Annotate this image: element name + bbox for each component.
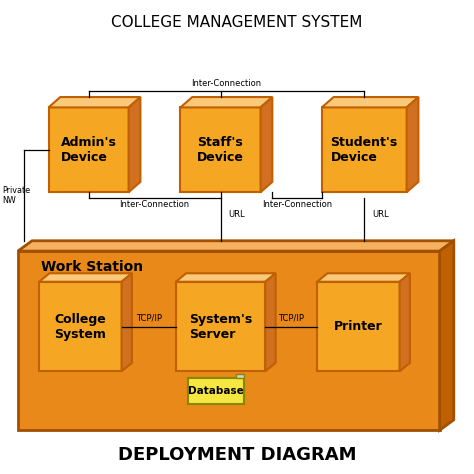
- Polygon shape: [322, 97, 419, 108]
- Text: Inter-Connection: Inter-Connection: [262, 200, 332, 209]
- Polygon shape: [121, 273, 132, 371]
- Text: System's
Server: System's Server: [189, 312, 252, 340]
- Polygon shape: [439, 241, 454, 430]
- Text: URL: URL: [372, 210, 388, 219]
- Polygon shape: [48, 97, 140, 108]
- Text: DEPLOYMENT DIAGRAM: DEPLOYMENT DIAGRAM: [118, 446, 356, 464]
- Text: Inter-Connection: Inter-Connection: [119, 200, 190, 209]
- Polygon shape: [188, 378, 244, 404]
- Polygon shape: [261, 97, 273, 192]
- Polygon shape: [181, 108, 261, 192]
- Polygon shape: [317, 282, 400, 371]
- Polygon shape: [322, 108, 407, 192]
- Text: URL: URL: [228, 210, 245, 219]
- Polygon shape: [128, 97, 140, 192]
- Text: Database: Database: [188, 386, 244, 396]
- Polygon shape: [18, 241, 454, 251]
- Text: Private
NW: Private NW: [2, 186, 30, 205]
- Polygon shape: [265, 273, 276, 371]
- Polygon shape: [236, 374, 244, 378]
- Text: Work Station: Work Station: [41, 260, 144, 273]
- Polygon shape: [18, 251, 439, 430]
- Polygon shape: [39, 282, 121, 371]
- Polygon shape: [181, 97, 273, 108]
- Polygon shape: [400, 273, 410, 371]
- Text: COLLEGE MANAGEMENT SYSTEM: COLLEGE MANAGEMENT SYSTEM: [111, 15, 363, 30]
- Polygon shape: [176, 282, 265, 371]
- Polygon shape: [39, 273, 132, 282]
- Text: College
System: College System: [55, 312, 106, 340]
- Text: Inter-Connection: Inter-Connection: [191, 79, 262, 88]
- Text: Staff's
Device: Staff's Device: [197, 136, 244, 164]
- Polygon shape: [48, 108, 128, 192]
- Text: Printer: Printer: [334, 320, 383, 333]
- Polygon shape: [407, 97, 419, 192]
- Text: TCP/IP: TCP/IP: [278, 313, 304, 322]
- Polygon shape: [176, 273, 276, 282]
- Text: Student's
Device: Student's Device: [330, 136, 398, 164]
- Text: Admin's
Device: Admin's Device: [61, 136, 117, 164]
- Text: TCP/IP: TCP/IP: [136, 313, 162, 322]
- Polygon shape: [317, 273, 410, 282]
